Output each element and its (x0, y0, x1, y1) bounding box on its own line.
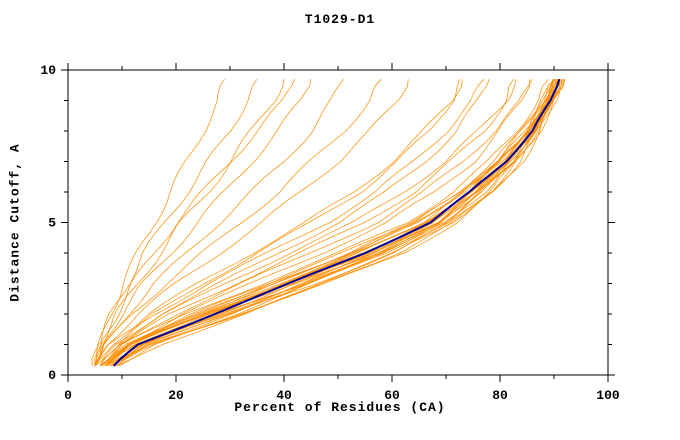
x-tick-label: 80 (492, 388, 508, 403)
prediction-line (94, 78, 382, 367)
prediction-line (100, 79, 554, 367)
prediction-line (100, 79, 490, 367)
y-axis-label-wrap: Distance Cutoff, A (0, 70, 30, 375)
prediction-line (100, 78, 514, 367)
y-tick-label: 10 (40, 63, 56, 78)
x-tick-label: 40 (276, 388, 292, 403)
prediction-line (119, 78, 565, 367)
y-axis-label: Distance Cutoff, A (7, 143, 23, 302)
chart-title: T1029-D1 (304, 12, 376, 27)
x-tick-label: 0 (64, 388, 72, 403)
x-axis-label: Percent of Residues (CA) (234, 400, 446, 415)
prediction-line (94, 79, 312, 366)
x-tick-label: 20 (168, 388, 184, 403)
y-tick-label: 0 (48, 368, 56, 383)
x-tick-label: 60 (384, 388, 400, 403)
prediction-line (100, 79, 555, 367)
prediction-line (100, 79, 460, 367)
prediction-line (94, 78, 225, 366)
highlight-line (113, 78, 561, 367)
prediction-line (105, 79, 531, 367)
prediction-line (105, 79, 556, 367)
prediction-line (91, 79, 296, 366)
prediction-line (94, 79, 409, 367)
x-tick-label: 100 (596, 388, 620, 403)
prediction-line (94, 78, 344, 366)
prediction-line (113, 78, 561, 367)
prediction-line (100, 78, 533, 367)
prediction-line (110, 79, 566, 367)
prediction-line (94, 79, 463, 367)
prediction-line (100, 78, 549, 367)
prediction-line (94, 78, 258, 367)
y-tick-label: 5 (48, 216, 56, 231)
